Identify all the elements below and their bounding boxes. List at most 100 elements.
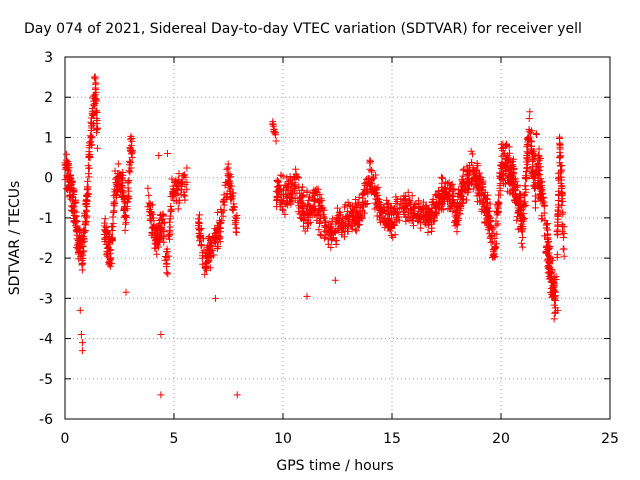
data-point [476,184,484,192]
data-point [516,201,524,209]
data-point [410,205,418,213]
data-point [291,183,299,191]
data-point [101,219,109,227]
data-point [274,178,282,186]
data-point [410,222,418,230]
data-point [126,168,134,176]
data-point [69,187,77,195]
data-point [150,225,158,233]
data-point [299,222,307,230]
data-point [119,169,127,177]
data-point [554,306,562,314]
data-point [319,211,327,219]
data-point [388,232,396,240]
data-point [282,186,290,194]
data-point [111,199,119,207]
data-point [162,263,170,271]
data-point [429,195,437,203]
data-point [449,207,457,215]
data-point [392,200,400,208]
x-tick-labels: 0 5 10 15 20 25 [61,431,619,447]
data-point [73,223,81,231]
data-point [163,256,171,264]
data-point [284,190,292,198]
data-point [145,191,153,199]
data-point [93,144,101,152]
data-point [78,261,86,269]
data-point [547,274,555,282]
data-point [77,331,85,339]
data-point [79,238,87,246]
data-point [520,210,528,218]
data-point [477,174,485,182]
data-point [183,164,191,172]
data-point [390,205,398,213]
data-point [281,210,289,218]
y-tick-label: 1 [44,130,53,146]
data-point [88,141,96,149]
data-point [314,185,322,193]
data-point [206,264,214,272]
data-point [485,222,493,230]
data-point [181,173,189,181]
data-point [292,165,300,173]
data-point [555,196,563,204]
data-point [303,292,311,300]
data-point [558,183,566,191]
data-point [550,274,558,282]
data-point [490,229,498,237]
x-tick-label: 25 [601,431,619,447]
data-point [295,202,303,210]
data-point [293,189,301,197]
chart-title: Day 074 of 2021, Sidereal Day-to-day VTE… [24,21,582,37]
y-tick-labels: -6 -5 -4 -3 -2 -1 0 1 2 3 [39,50,53,428]
data-point [207,236,215,244]
data-point [273,196,281,204]
data-point [285,194,293,202]
data-point [358,213,366,221]
data-point [198,254,206,262]
data-point [334,212,342,220]
data-point [547,284,555,292]
data-point [269,118,277,126]
data-point [61,176,69,184]
data-point [121,226,129,234]
data-point [154,241,162,249]
data-point [89,111,97,119]
data-point [83,183,91,191]
data-point [439,174,447,182]
data-point [67,195,75,203]
data-point [496,182,504,190]
data-point [210,238,218,246]
data-point [517,196,525,204]
data-point [505,174,513,182]
data-point [545,275,553,283]
data-point [201,270,209,278]
data-point [520,202,528,210]
y-tick-label: 2 [44,90,53,106]
data-point [63,172,71,180]
data-point [94,124,102,132]
data-point [214,242,222,250]
data-point [170,197,178,205]
data-point [196,231,204,239]
data-point [331,276,339,284]
data-point [558,201,566,209]
data-point [85,150,93,158]
data-point [404,188,412,196]
data-point [438,173,446,181]
x-tick-label: 10 [274,431,292,447]
x-tick-label: 0 [61,431,70,447]
data-point [341,203,349,211]
data-point [514,208,522,216]
data-point [466,168,474,176]
data-point [180,172,188,180]
data-point [526,108,534,116]
data-point [524,136,532,144]
data-point [391,204,399,212]
data-point [166,230,174,238]
data-point [344,228,352,236]
data-point [431,201,439,209]
data-point [354,215,362,223]
data-point [164,270,172,278]
